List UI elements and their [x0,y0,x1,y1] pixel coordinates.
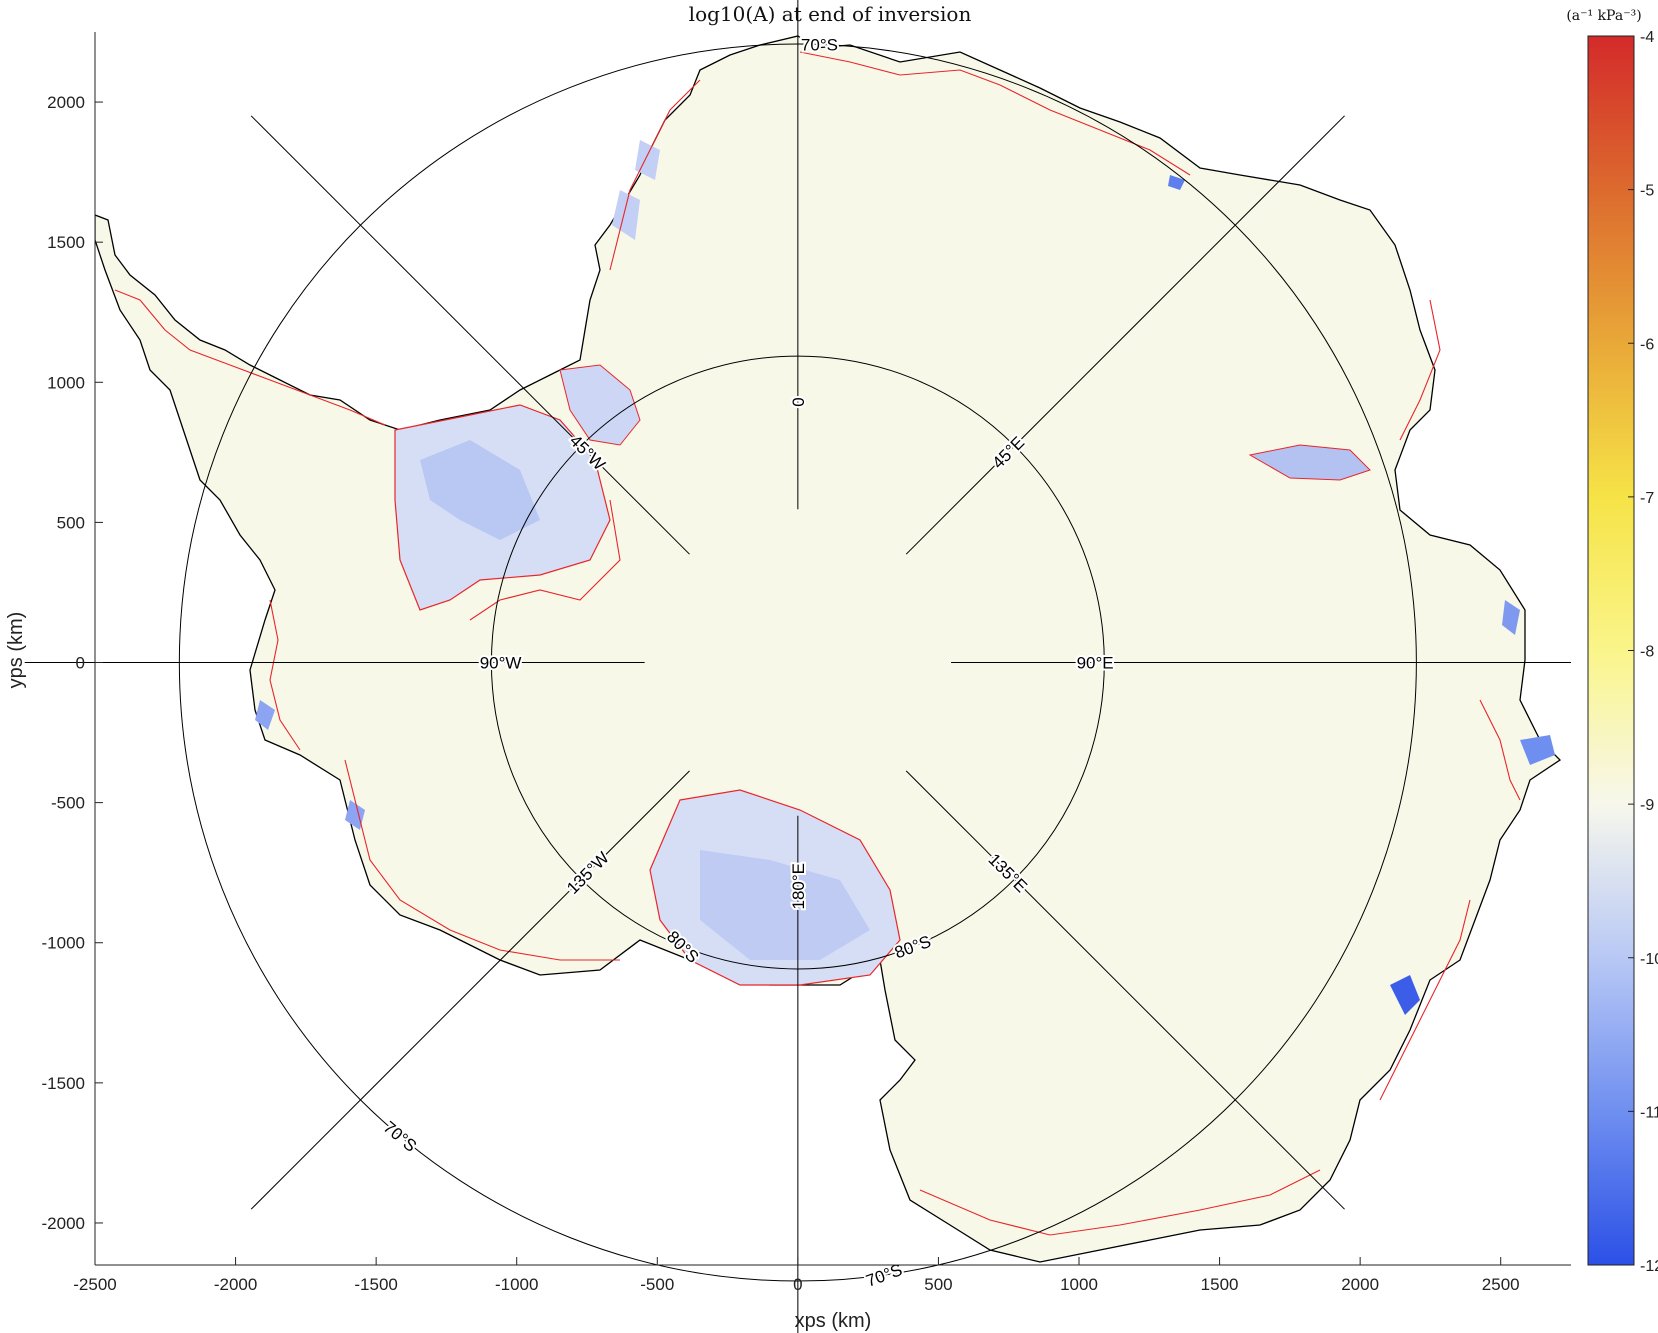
meridian-line [905,770,1345,1210]
colorbar-tick-label: -6 [1640,336,1654,353]
y-tick-label: -1000 [42,934,85,953]
meridian-label: 90°W [480,654,522,673]
colorbar-gradient [1587,35,1635,1266]
y-tick-label: -2000 [42,1214,85,1233]
chart-title: log10(A) at end of inversion [689,2,972,26]
meridian-line [250,770,690,1210]
colorbar: (a⁻¹ kPa⁻³) -4 -5 -6 -7 -8 -9 -10 -11 -12 [1566,8,1658,1275]
x-tick-label: 0 [793,1275,802,1294]
x-tick-label: -1000 [495,1275,538,1294]
x-axis-ticks: -2500 -2000 -1500 -1000 -500 0 500 1000 1500 2000… [73,1257,1520,1294]
colorbar-title: (a⁻¹ kPa⁻³) [1566,8,1641,24]
x-tick-label: 2000 [1341,1275,1379,1294]
x-axis-label: xps (km) [795,1310,872,1332]
y-tick-label: 500 [57,513,85,532]
meridian-label: 90°E [1077,654,1114,673]
colorbar-ticks: -4 -5 -6 -7 -8 -9 -10 -11 -12 [1628,29,1658,1275]
x-tick-label: 1500 [1201,1275,1239,1294]
y-tick-label: 0 [76,654,85,673]
y-tick-label: 2000 [47,93,85,112]
colorbar-tick-label: -4 [1640,29,1654,46]
axes [94,32,1571,1266]
y-axis-ticks: 2000 1500 1000 500 0 -500 -1000 -1500 -2000 [42,93,103,1233]
polar-grid [24,0,1571,1333]
meridian-line [905,115,1345,555]
colorbar-tick-label: -12 [1640,1258,1658,1275]
latitude-label: 70°S [380,1118,421,1156]
x-tick-label: -2500 [73,1275,116,1294]
meridian-label: 0 [789,397,808,406]
x-tick-label: 2500 [1482,1275,1520,1294]
latitude-label: 70°S [801,35,838,54]
y-tick-label: 1000 [47,373,85,392]
meridian-line [250,115,690,555]
x-tick-label: -500 [640,1275,674,1294]
colorbar-tick-label: -10 [1640,951,1658,968]
y-tick-label: -1500 [42,1074,85,1093]
y-axis-label: yps (km) [5,612,27,689]
colorbar-tick-label: -8 [1640,644,1654,661]
meridian-label: 180°E [789,863,808,910]
colorbar-tick-label: -11 [1640,1104,1658,1121]
low-a-patches [255,140,1555,1015]
colorbar-tick-label: -7 [1640,490,1654,507]
x-tick-label: 500 [924,1275,952,1294]
grounding-line [114,51,1521,1236]
x-tick-label: -1500 [354,1275,397,1294]
map-area [95,35,1562,1263]
y-tick-label: 1500 [47,233,85,252]
antarctica-ice-sheet [95,35,1562,1263]
x-tick-label: 1000 [1060,1275,1098,1294]
colorbar-tick-label: -9 [1640,797,1654,814]
colorbar-tick-label: -5 [1640,183,1654,200]
y-tick-label: -500 [51,794,85,813]
x-tick-label: -2000 [214,1275,257,1294]
